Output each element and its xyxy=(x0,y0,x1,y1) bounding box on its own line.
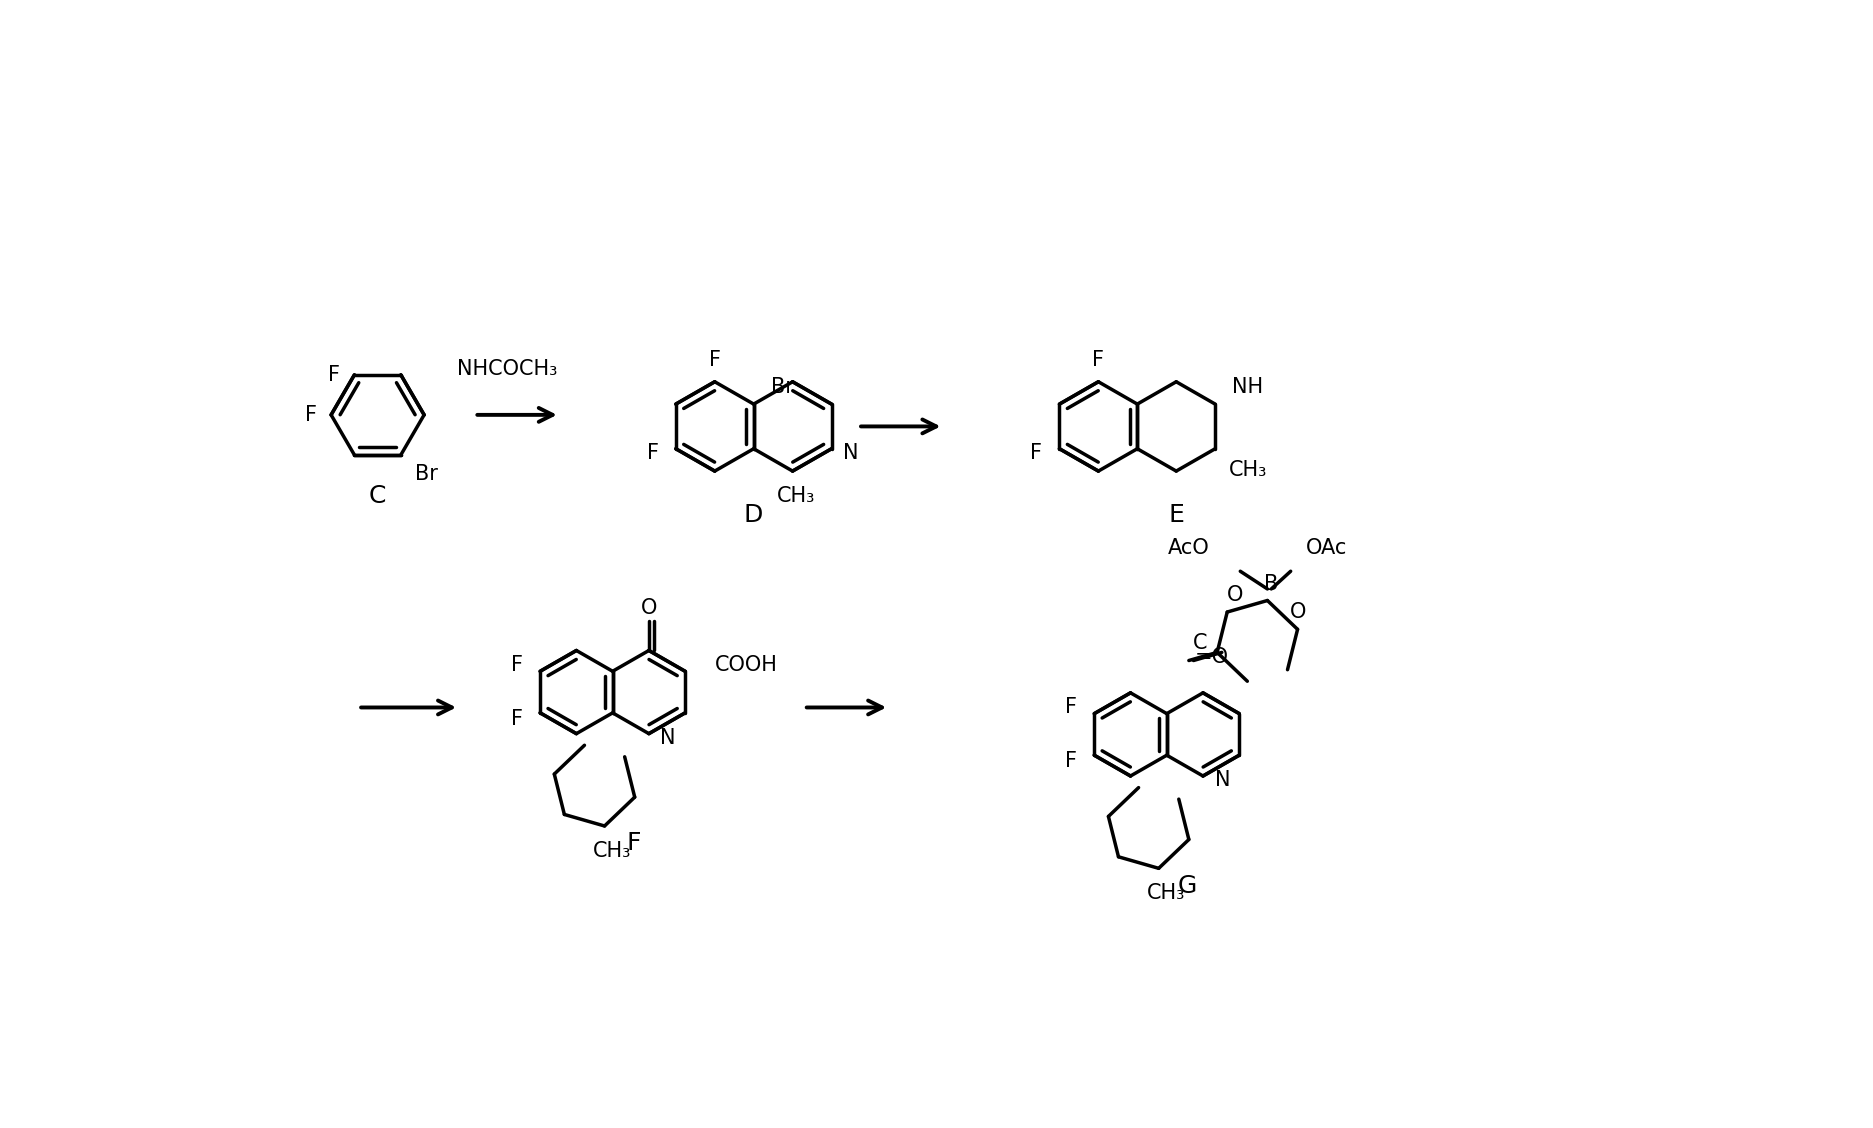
Text: F: F xyxy=(1064,751,1077,772)
Text: COOH: COOH xyxy=(714,655,777,676)
Text: F: F xyxy=(1030,442,1041,462)
Text: F: F xyxy=(708,350,721,370)
Text: E: E xyxy=(1167,503,1184,527)
Text: N: N xyxy=(1214,769,1229,790)
Text: F: F xyxy=(1064,697,1077,717)
Text: O: O xyxy=(641,598,657,618)
Text: B: B xyxy=(1264,573,1277,593)
Text: AcO: AcO xyxy=(1167,538,1208,558)
Text: D: D xyxy=(744,503,762,527)
Text: N: N xyxy=(843,442,858,462)
Text: C: C xyxy=(369,484,386,508)
Text: Br: Br xyxy=(414,464,438,484)
Text: O: O xyxy=(1289,602,1305,623)
Text: OAc: OAc xyxy=(1305,538,1347,558)
Text: CH₃: CH₃ xyxy=(1146,883,1186,904)
Text: G: G xyxy=(1178,874,1197,898)
Text: NH: NH xyxy=(1232,377,1262,397)
Text: C: C xyxy=(1193,633,1208,653)
Text: CH₃: CH₃ xyxy=(1229,460,1266,481)
Text: O: O xyxy=(1227,585,1242,605)
Text: Br: Br xyxy=(770,377,792,397)
Text: CH₃: CH₃ xyxy=(594,840,631,861)
Text: F: F xyxy=(305,405,317,425)
Text: F: F xyxy=(646,442,659,462)
Text: F: F xyxy=(626,831,641,855)
Text: F: F xyxy=(511,710,523,729)
Text: =O: =O xyxy=(1195,646,1229,667)
Text: N: N xyxy=(659,728,676,748)
Text: F: F xyxy=(328,364,341,385)
Text: F: F xyxy=(1092,350,1103,370)
Text: CH₃: CH₃ xyxy=(777,486,815,505)
Text: NHCOCH₃: NHCOCH₃ xyxy=(457,359,556,379)
Text: F: F xyxy=(511,655,523,676)
